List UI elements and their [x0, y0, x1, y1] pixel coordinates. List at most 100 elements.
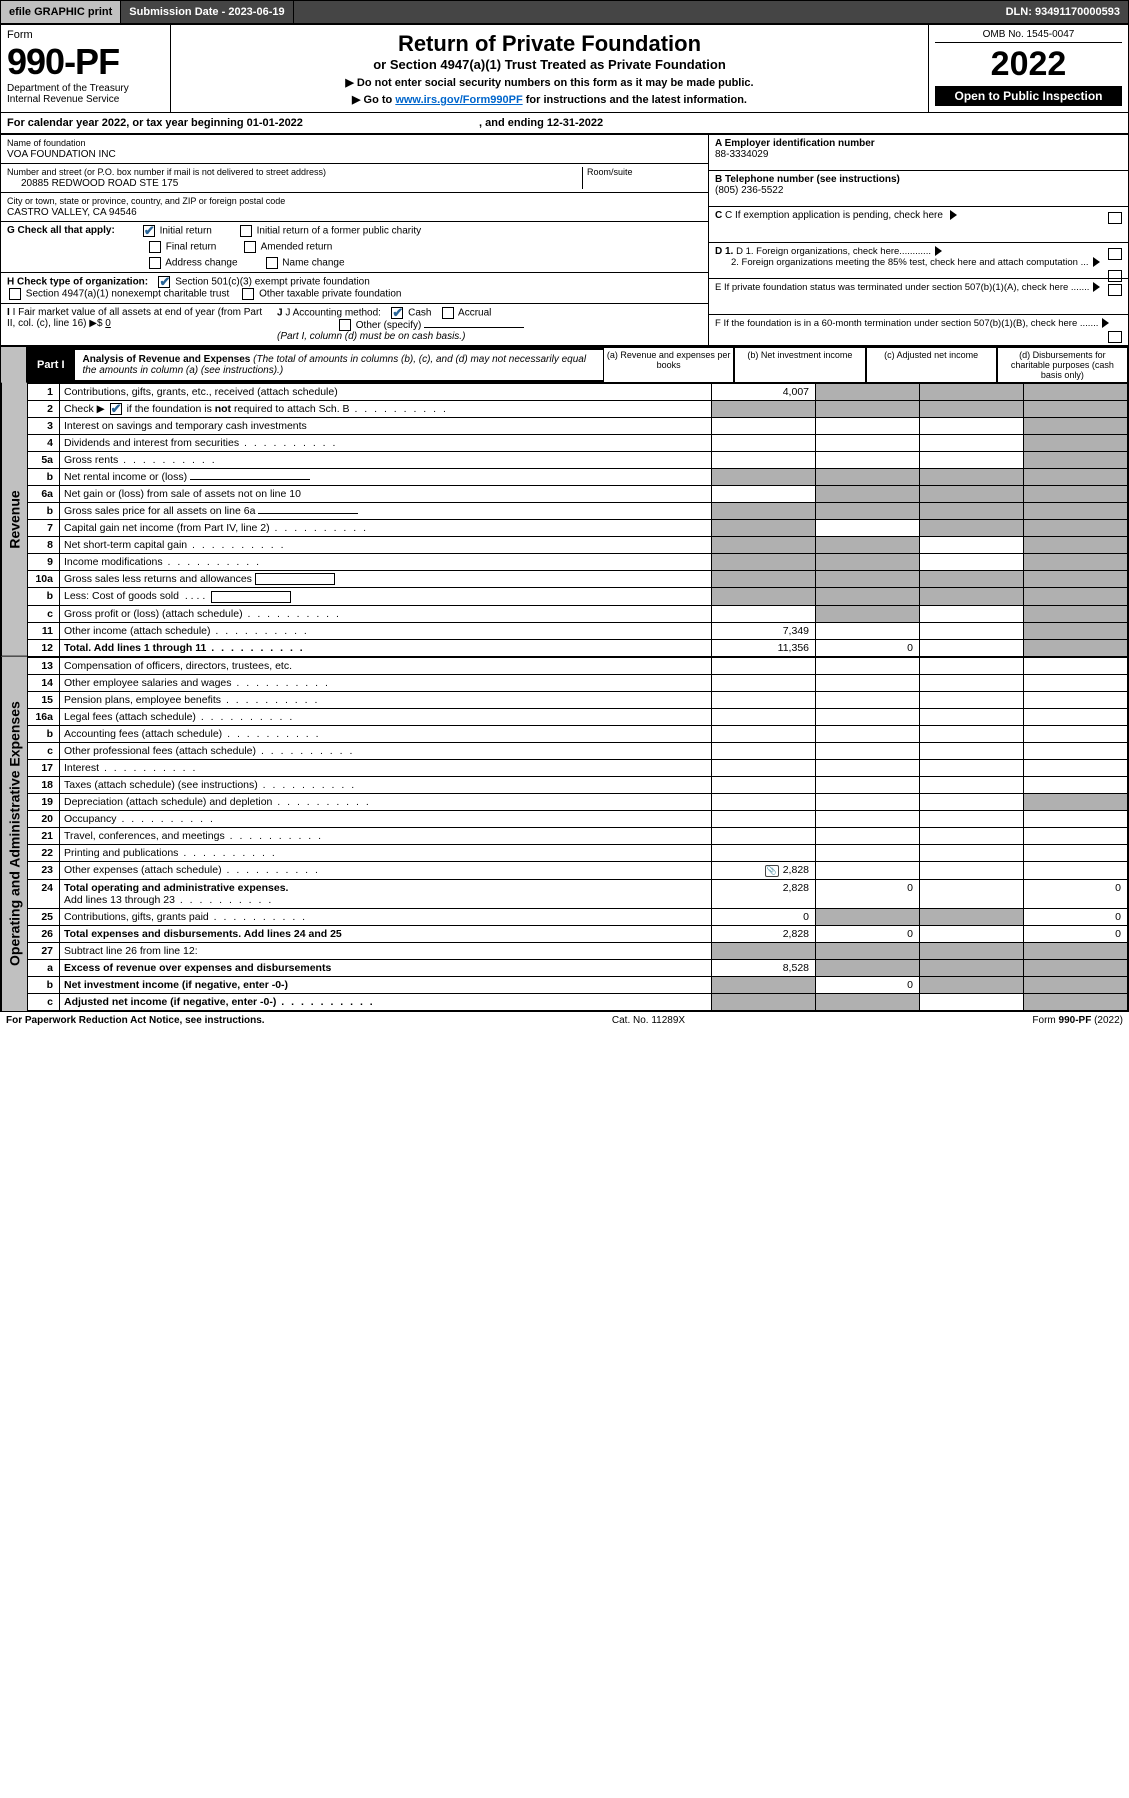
row-9: 9Income modifications — [28, 554, 1128, 571]
j-note: (Part I, column (d) must be on cash basi… — [277, 331, 465, 342]
expenses-side-label: Operating and Administrative Expenses — [1, 657, 27, 1011]
header-left: Form 990-PF Department of the Treasury I… — [1, 25, 171, 112]
row-24: 24Total operating and administrative exp… — [28, 879, 1128, 908]
dept-line-1: Department of the Treasury — [7, 83, 164, 94]
ein-value: 88-3334029 — [715, 149, 768, 160]
form-label: Form — [7, 29, 164, 41]
phone-value: (805) 236-5522 — [715, 185, 783, 196]
b-cell: B Telephone number (see instructions) (8… — [709, 171, 1128, 207]
chk-e[interactable] — [1108, 284, 1122, 296]
tri-icon — [1093, 282, 1100, 292]
attach-icon[interactable]: 📎 — [765, 865, 779, 877]
footer-mid: Cat. No. 11289X — [612, 1015, 685, 1026]
chk-initial-return[interactable] — [143, 225, 155, 237]
row-10a: 10aGross sales less returns and allowanc… — [28, 571, 1128, 588]
row-23: 23Other expenses (attach schedule)📎2,828 — [28, 861, 1128, 879]
chk-amended[interactable] — [244, 241, 256, 253]
col-b-header: (b) Net investment income — [734, 347, 865, 383]
tri-icon — [1093, 257, 1100, 267]
col-a-header: (a) Revenue and expenses per books — [603, 347, 734, 383]
chk-accrual[interactable] — [442, 307, 454, 319]
c-cell: C C If exemption application is pending,… — [709, 207, 1128, 243]
row-12: 12Total. Add lines 1 through 1111,3560 — [28, 639, 1128, 656]
foundation-name: VOA FOUNDATION INC — [7, 149, 116, 160]
header-right: OMB No. 1545-0047 2022 Open to Public In… — [928, 25, 1128, 112]
part1-title: Analysis of Revenue and Expenses (The to… — [75, 350, 603, 380]
chk-501c3[interactable] — [158, 276, 170, 288]
f-label: F If the foundation is in a 60-month ter… — [715, 318, 1098, 329]
name-label: Name of foundation — [7, 138, 86, 148]
row-16c: cOther professional fees (attach schedul… — [28, 742, 1128, 759]
form-container: efile GRAPHIC print Submission Date - 20… — [0, 0, 1129, 1012]
addr-label: Number and street (or P.O. box number if… — [7, 167, 326, 177]
top-toolbar: efile GRAPHIC print Submission Date - 20… — [1, 1, 1128, 25]
opt-initial: Initial return — [160, 226, 212, 237]
row-5b: bNet rental income or (loss) — [28, 469, 1128, 486]
opt-501c3: Section 501(c)(3) exempt private foundat… — [175, 277, 370, 288]
row-25: 25Contributions, gifts, grants paid00 — [28, 908, 1128, 925]
a-cell: A Employer identification number 88-3334… — [709, 135, 1128, 171]
row-27: 27Subtract line 26 from line 12: — [28, 942, 1128, 959]
open-to-public: Open to Public Inspection — [935, 86, 1122, 106]
row-19: 19Depreciation (attach schedule) and dep… — [28, 793, 1128, 810]
chk-initial-former[interactable] — [240, 225, 252, 237]
chk-cash[interactable] — [391, 307, 403, 319]
opt-accrual: Accrual — [458, 308, 491, 319]
i-label: I Fair market value of all assets at end… — [7, 307, 262, 329]
opt-4947: Section 4947(a)(1) nonexempt charitable … — [26, 289, 229, 300]
efile-print-button[interactable]: efile GRAPHIC print — [1, 1, 121, 23]
opt-other-tax: Other taxable private foundation — [259, 289, 401, 300]
chk-other-tax[interactable] — [242, 288, 254, 300]
j-label: J Accounting method: — [285, 308, 381, 319]
d-cell: D 1. D 1. Foreign organizations, check h… — [709, 243, 1128, 279]
row-5a: 5aGross rents — [28, 452, 1128, 469]
irs-link[interactable]: www.irs.gov/Form990PF — [395, 94, 522, 106]
header-center: Return of Private Foundation or Section … — [171, 25, 928, 112]
chk-c[interactable] — [1108, 212, 1122, 224]
chk-4947[interactable] — [9, 288, 21, 300]
i-j-row: I I Fair market value of all assets at e… — [1, 304, 708, 345]
chk-d2[interactable] — [1108, 270, 1122, 282]
city-value: CASTRO VALLEY, CA 94546 — [7, 207, 137, 218]
city-label: City or town, state or province, country… — [7, 196, 285, 206]
city-cell: City or town, state or province, country… — [1, 193, 708, 222]
chk-addr-change[interactable] — [149, 257, 161, 269]
note2-post: for instructions and the latest informat… — [523, 94, 747, 106]
expenses-table: 13Compensation of officers, directors, t… — [27, 657, 1128, 1011]
address-row: Number and street (or P.O. box number if… — [1, 164, 708, 193]
tri-icon — [1102, 318, 1109, 328]
dept-line-2: Internal Revenue Service — [7, 94, 164, 105]
col-d-header: (d) Disbursements for charitable purpose… — [997, 347, 1128, 383]
row-27a: aExcess of revenue over expenses and dis… — [28, 959, 1128, 976]
street-address: 20885 REDWOOD ROAD STE 175 — [7, 178, 178, 189]
chk-sch-b[interactable] — [110, 403, 122, 415]
row-14: 14Other employee salaries and wages — [28, 674, 1128, 691]
c-label: C If exemption application is pending, c… — [725, 210, 943, 221]
expenses-section: Operating and Administrative Expenses 13… — [1, 657, 1128, 1011]
footer-right: Form 990-PF (2022) — [1032, 1015, 1123, 1026]
chk-final[interactable] — [149, 241, 161, 253]
g-check-row: G Check all that apply: Initial return I… — [1, 222, 708, 273]
revenue-section: Revenue 1Contributions, gifts, grants, e… — [1, 383, 1128, 657]
form-note-1: ▶ Do not enter social security numbers o… — [181, 76, 918, 89]
opt-amended: Amended return — [261, 242, 333, 253]
chk-name-change[interactable] — [266, 257, 278, 269]
opt-other-acct: Other (specify) — [356, 320, 422, 331]
d1-label: D 1. Foreign organizations, check here..… — [736, 246, 931, 257]
h-check-row: H Check type of organization: Section 50… — [1, 273, 708, 304]
row-26: 26Total expenses and disbursements. Add … — [28, 925, 1128, 942]
opt-final: Final return — [166, 242, 217, 253]
a-label: A Employer identification number — [715, 138, 875, 149]
row-2: 2Check ▶ if the foundation is not requir… — [28, 401, 1128, 418]
row-8: 8Net short-term capital gain — [28, 537, 1128, 554]
form-header: Form 990-PF Department of the Treasury I… — [1, 25, 1128, 113]
tri-icon — [950, 210, 957, 220]
revenue-table: 1Contributions, gifts, grants, etc., rec… — [27, 383, 1128, 657]
note2-pre: ▶ Go to — [352, 94, 395, 106]
opt-addr: Address change — [165, 258, 237, 269]
chk-other-acct[interactable] — [339, 319, 351, 331]
dln-label: DLN: — [1006, 6, 1032, 18]
chk-f[interactable] — [1108, 331, 1122, 343]
chk-d1[interactable] — [1108, 248, 1122, 260]
row-16b: bAccounting fees (attach schedule) — [28, 725, 1128, 742]
